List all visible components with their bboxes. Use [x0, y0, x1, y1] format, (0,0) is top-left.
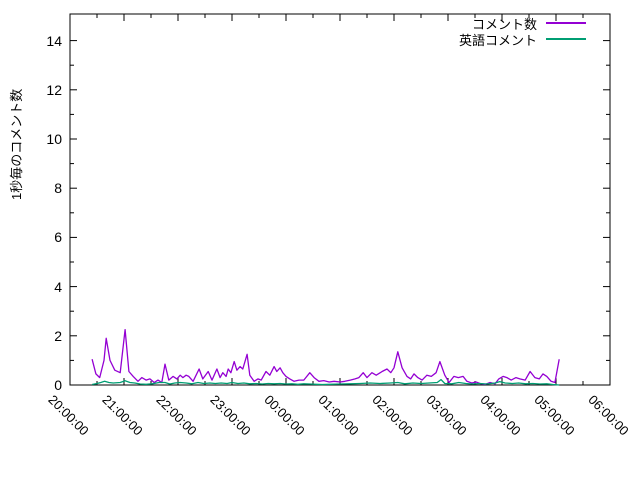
y-tick-label: 14: [46, 32, 62, 49]
y-tick-label: 0: [54, 377, 62, 393]
legend-label-english-comments: 英語コメント: [458, 32, 537, 48]
series-line-1: [91, 378, 560, 386]
legend-row-english-comments: 英語コメント: [458, 31, 586, 48]
y-tick-label: 4: [54, 278, 62, 295]
legend: コメント数 英語コメント: [458, 15, 586, 48]
y-tick-label: 6: [54, 229, 62, 246]
series-line-0: [91, 328, 560, 385]
y-tick-label: 8: [54, 180, 62, 197]
y-tick-label: 10: [46, 131, 62, 147]
plot-border: [69, 13, 611, 386]
legend-line-sample-english-comments: [546, 38, 586, 40]
legend-row-comments: コメント数: [459, 15, 586, 32]
legend-label-comments: コメント数: [471, 16, 537, 32]
y-tick-label: 2: [54, 327, 62, 344]
legend-line-sample-comments: [546, 22, 586, 24]
y-tick-label: 12: [46, 81, 62, 98]
